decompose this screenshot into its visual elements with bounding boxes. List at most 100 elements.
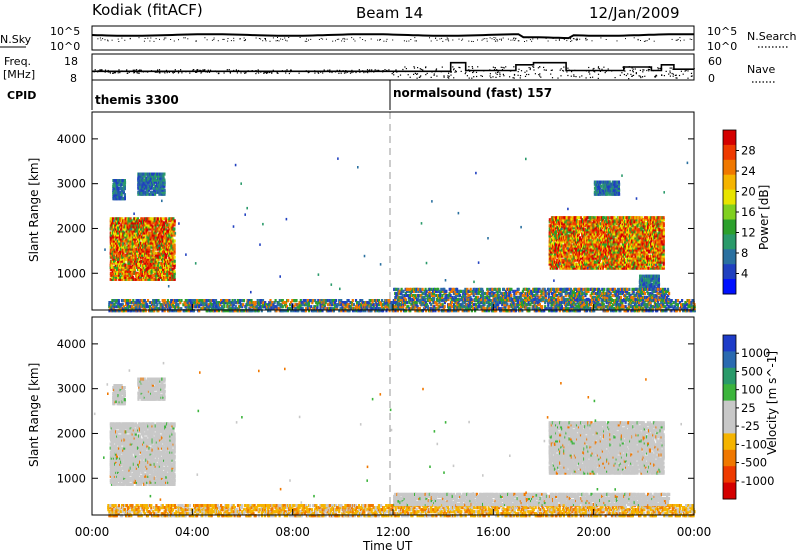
range-cell <box>558 220 561 224</box>
range-cell <box>152 269 155 273</box>
range-cell <box>569 238 572 242</box>
range-cell <box>123 267 126 271</box>
range-cell <box>130 235 133 239</box>
range-cell <box>134 271 137 275</box>
range-cell <box>572 252 575 256</box>
range-cell <box>148 259 151 263</box>
range-cell <box>171 237 174 241</box>
range-cell <box>145 233 148 237</box>
range-cell <box>160 178 163 182</box>
range-cell <box>157 221 160 225</box>
range-cell <box>145 243 148 247</box>
range-cell <box>164 273 167 277</box>
nsearch-point <box>513 37 515 39</box>
nsearch-point <box>262 40 264 42</box>
frequency-point <box>158 69 161 71</box>
range-cell <box>549 220 552 224</box>
range-cell <box>161 180 164 184</box>
range-cell <box>569 256 572 260</box>
frequency-point <box>627 73 629 75</box>
range-cell <box>166 235 169 239</box>
range-cell <box>564 218 567 222</box>
range-cell <box>152 239 155 243</box>
nsearch-point <box>528 37 530 39</box>
frequency-point <box>393 74 395 76</box>
nsearch-point <box>514 39 516 41</box>
range-cell <box>565 254 568 258</box>
range-cell <box>159 190 162 194</box>
range-cell <box>171 229 174 233</box>
frequency-point <box>550 73 552 75</box>
range-cell <box>155 172 158 176</box>
range-cell <box>137 192 140 196</box>
range-cell <box>557 264 560 268</box>
range-cell <box>127 267 130 271</box>
range-cell <box>172 277 175 281</box>
frequency-point <box>654 75 657 77</box>
range-cell <box>142 263 145 267</box>
range-cell <box>126 233 129 237</box>
range-cell <box>146 277 149 281</box>
range-cell <box>148 217 151 221</box>
range-cell <box>126 275 129 279</box>
frequency-point <box>177 72 180 74</box>
range-cell <box>120 223 123 227</box>
range-cell <box>142 267 145 271</box>
frequency-point <box>371 69 373 71</box>
nsearch-point <box>679 37 681 39</box>
range-cell <box>120 193 123 197</box>
range-cell <box>156 277 159 281</box>
range-cell <box>149 231 152 235</box>
range-cell <box>168 219 171 223</box>
range-cell <box>151 253 154 257</box>
range-cell <box>564 238 567 242</box>
nsearch-point <box>414 37 416 39</box>
frequency-point <box>517 71 519 73</box>
frequency-point <box>226 69 228 71</box>
frequency-point <box>343 72 346 74</box>
frequency-point <box>450 71 452 73</box>
range-cell <box>144 275 147 279</box>
nsearch-point <box>486 40 488 42</box>
range-cell <box>155 180 158 184</box>
range-cell <box>128 277 131 281</box>
range-cell <box>560 266 563 270</box>
range-cell <box>157 253 161 257</box>
nsearch-point <box>555 39 557 41</box>
freq-unit-label: [MHz] <box>3 68 35 81</box>
range-cell <box>118 179 121 183</box>
range-cell <box>125 249 128 253</box>
frequency-point <box>573 74 575 76</box>
nsearch-point <box>586 39 588 41</box>
nsearch-point <box>351 37 353 39</box>
range-cell <box>151 255 154 259</box>
frequency-point <box>690 72 693 74</box>
nsearch-point <box>243 37 245 39</box>
range-cell <box>548 242 551 246</box>
range-cell <box>119 181 122 185</box>
range-cell <box>149 227 152 231</box>
frequency-point <box>329 69 331 71</box>
frequency-point <box>492 66 494 68</box>
frequency-point <box>425 74 427 76</box>
range-cell <box>172 247 175 251</box>
frequency-point <box>448 72 450 74</box>
range-cell <box>122 227 125 231</box>
range-cell <box>169 251 172 255</box>
range-cell <box>156 259 159 263</box>
range-cell <box>130 273 133 277</box>
range-cell <box>140 241 143 245</box>
range-cell <box>113 193 116 197</box>
range-cell <box>567 240 570 244</box>
frequency-point <box>656 75 658 77</box>
frequency-point <box>528 73 530 76</box>
range-cell <box>653 216 656 220</box>
range-cell <box>570 246 573 250</box>
frequency-point <box>614 77 616 79</box>
range-cell <box>570 224 573 228</box>
nsearch-point <box>138 37 140 39</box>
range-cell <box>127 247 130 251</box>
frequency-point <box>117 72 119 74</box>
range-cell <box>120 265 123 269</box>
nsearch-point <box>144 38 146 39</box>
